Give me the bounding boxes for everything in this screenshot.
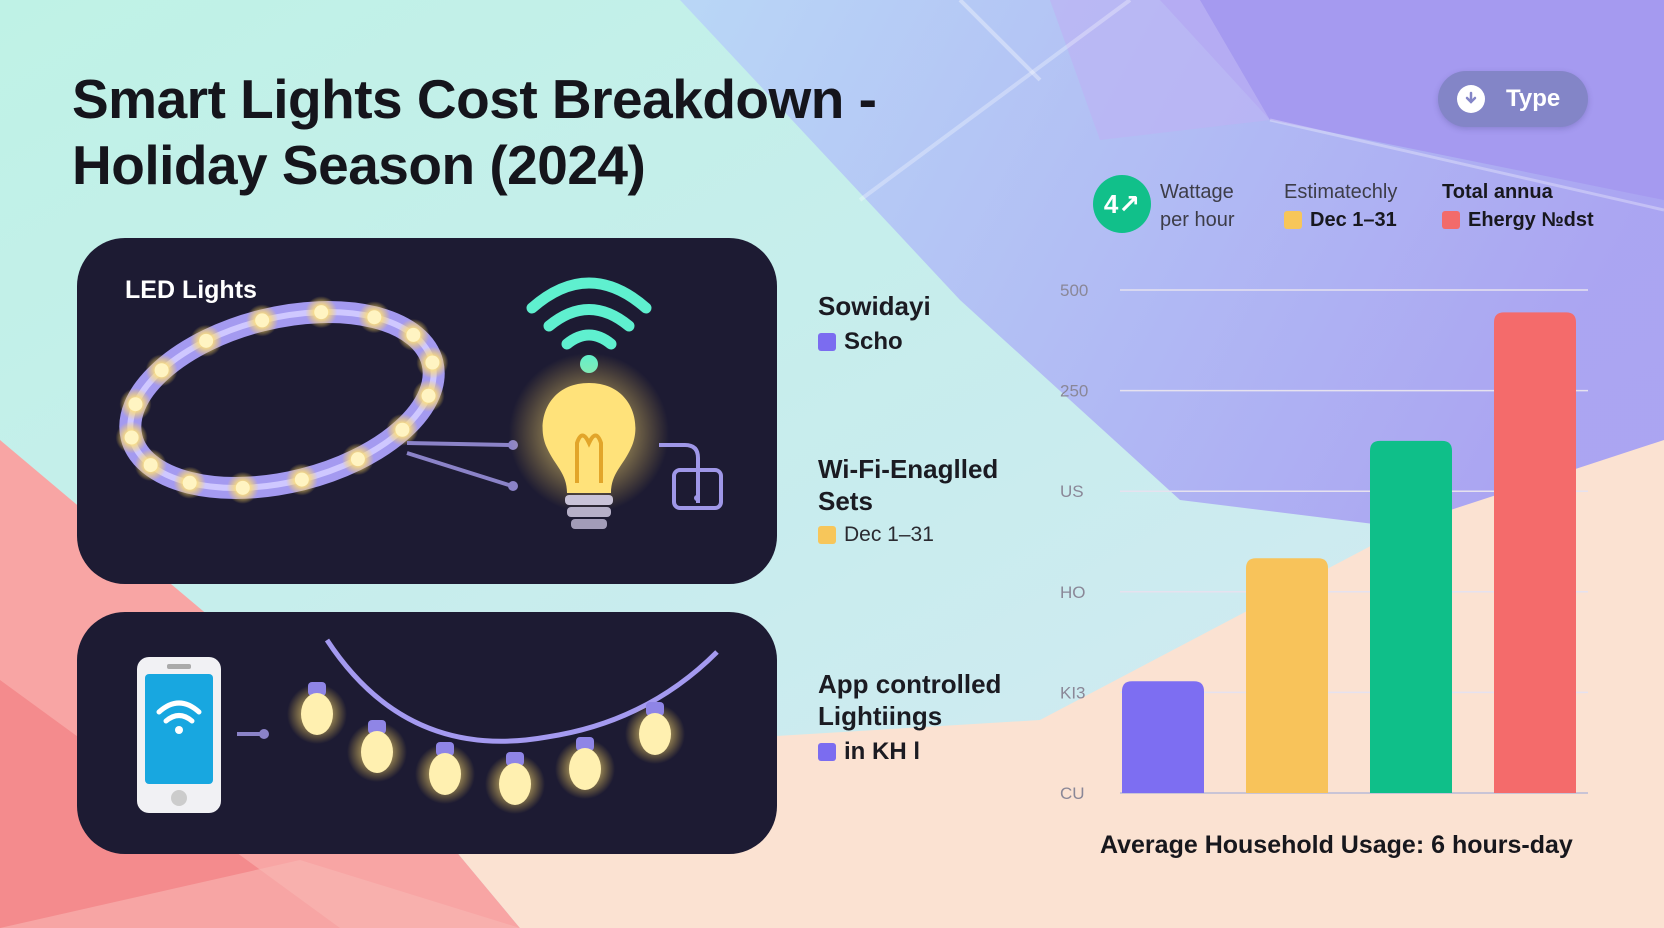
type-button-label: Type — [1506, 85, 1561, 112]
led-lights-illustration — [115, 277, 723, 529]
y-tick-label: US — [1060, 482, 1084, 501]
bar — [1494, 312, 1576, 793]
side-label-1-item: Scho — [818, 328, 931, 356]
type-button[interactable]: Type — [1438, 71, 1588, 127]
side-label-1-text: Scho — [844, 328, 903, 355]
page-title: Smart Lights Cost Breakdown - Holiday Se… — [72, 68, 877, 196]
led-dot — [128, 397, 143, 412]
string-bulb — [555, 737, 615, 799]
legend-wattage: Wattage per hour — [1160, 178, 1235, 234]
led-dot — [182, 475, 197, 490]
legend-wattage-line1: Wattage — [1160, 181, 1234, 203]
led-dot — [367, 310, 382, 325]
y-tick-label: СU — [1060, 784, 1085, 803]
legend-total: Total annua Ehergy №dst — [1442, 178, 1594, 234]
legend-estimate-swatch — [1284, 211, 1302, 229]
legend-total-line2-row: Ehergy №dst — [1442, 206, 1594, 234]
side-label-3-swatch — [818, 743, 836, 761]
side-label-2-title: Wi-Fi-Enaglled Sets — [818, 454, 999, 516]
wifi-icon — [526, 277, 652, 373]
legend-total-line2: Ehergy №dst — [1468, 209, 1594, 231]
string-bulb — [485, 752, 545, 814]
string-bulb — [347, 720, 407, 782]
string-bulb — [625, 702, 685, 764]
led-dot — [425, 355, 440, 370]
side-label-3-item: in KH l — [818, 738, 1018, 766]
bar-chart: 500 250 US HO KI3 СU — [1060, 281, 1588, 803]
led-dot — [143, 458, 158, 473]
y-tick-label: KI3 — [1060, 683, 1086, 702]
side-label-2-text: Dec 1–31 — [844, 523, 934, 546]
side-label-2-item: Dec 1–31 — [818, 523, 1018, 547]
plug-icon — [659, 443, 723, 510]
bar — [1246, 558, 1328, 793]
legend-estimate-line2: Dec 1–31 — [1310, 209, 1397, 231]
side-label-3-title: App controlled Lightiings — [818, 669, 1002, 731]
smartphone-icon — [137, 657, 221, 813]
string-bulb — [415, 742, 475, 804]
led-dot — [314, 305, 329, 320]
string-bulb — [287, 682, 347, 744]
y-tick-label: HO — [1060, 583, 1086, 602]
side-label-1-swatch — [818, 333, 836, 351]
led-dot — [235, 480, 250, 495]
legend-total-line1: Total annua — [1442, 181, 1553, 203]
led-dot — [406, 327, 421, 342]
led-lights-panel: LED Lights — [77, 238, 777, 584]
app-lights-panel — [77, 612, 777, 854]
wattage-badge: 4↗ — [1093, 175, 1151, 233]
led-strip-ring-icon — [115, 296, 449, 504]
led-dot — [255, 313, 270, 328]
led-dot — [395, 422, 410, 437]
bar — [1370, 440, 1452, 793]
side-label-3-text: in KH l — [844, 738, 920, 765]
legend-estimate-line2-row: Dec 1–31 — [1284, 206, 1397, 234]
side-label-1: Sowidayi Scho — [818, 290, 931, 356]
chart-caption: Average Household Usage: 6 hours-day — [1100, 831, 1573, 859]
legend-total-swatch — [1442, 211, 1460, 229]
led-dot — [199, 333, 214, 348]
led-dot — [421, 388, 436, 403]
light-bulb-icon — [509, 353, 669, 529]
led-dot — [124, 430, 139, 445]
side-label-2-swatch — [818, 526, 836, 544]
side-label-1-title: Sowidayi — [818, 291, 931, 321]
y-tick-label: 250 — [1060, 382, 1088, 401]
download-arrow-icon — [1457, 85, 1485, 113]
bar — [1122, 681, 1204, 793]
legend-estimate: Estimateсhly Dec 1–31 — [1284, 178, 1397, 234]
side-label-2: Wi-Fi-Enaglled Sets Dec 1–31 — [818, 453, 1018, 547]
legend-wattage-line2: per hour — [1160, 209, 1235, 231]
led-dot — [154, 363, 169, 378]
led-lights-label: LED Lights — [125, 276, 257, 304]
app-lights-illustration — [137, 638, 719, 814]
string-light-bulbs-icon — [287, 682, 685, 814]
led-dot — [350, 452, 365, 467]
led-dot — [294, 472, 309, 487]
y-tick-label: 500 — [1060, 281, 1088, 300]
legend-estimate-line1: Estimateсhly — [1284, 181, 1398, 203]
side-label-3: App controlled Lightiings in KH l — [818, 668, 1018, 766]
